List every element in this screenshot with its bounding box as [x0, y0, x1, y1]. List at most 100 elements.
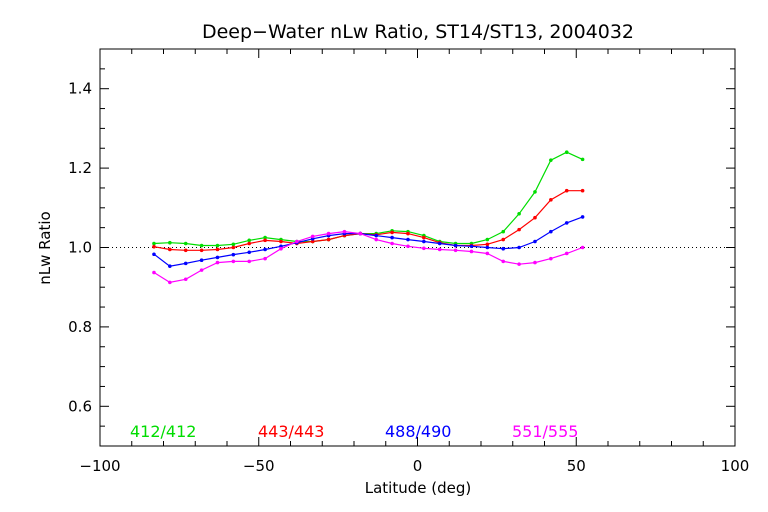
data-point: [168, 280, 172, 285]
data-point: [279, 246, 283, 251]
data-point: [437, 241, 442, 246]
data-point: [564, 251, 569, 256]
data-point: [485, 237, 490, 242]
data-point: [199, 243, 204, 248]
y-axis-label: nLw Ratio: [36, 211, 54, 284]
data-point: [390, 241, 394, 246]
data-point: [517, 245, 521, 250]
data-point: [564, 188, 569, 193]
data-point: [390, 230, 394, 235]
x-tick-label: 50: [567, 457, 586, 475]
data-point: [231, 252, 236, 257]
data-point: [247, 241, 252, 246]
series-line: [153, 216, 583, 267]
data-point: [580, 215, 585, 219]
data-point: [263, 256, 267, 261]
data-point: [326, 237, 331, 242]
tick-labels: −100 −50 0 50 100 0.6 0.8 1.0 1.2 1.4: [68, 80, 749, 475]
data-point: [279, 239, 283, 244]
data-point: [517, 227, 521, 232]
data-point: [183, 277, 188, 282]
data-point: [501, 237, 506, 242]
data-point: [549, 256, 553, 261]
data-point: [517, 211, 521, 216]
data-point: [564, 150, 569, 155]
data-point: [168, 264, 172, 268]
x-tick-label: 0: [413, 457, 423, 475]
data-point: [215, 247, 220, 252]
data-point: [549, 198, 553, 202]
data-point: [152, 270, 156, 275]
legend: 412/412 443/443 488/490 551/555: [130, 422, 578, 441]
data-point: [199, 268, 204, 272]
data-point: [263, 238, 267, 243]
data-point: [580, 245, 585, 250]
x-tick-label: −100: [79, 457, 120, 475]
data-point: [374, 233, 379, 238]
data-point: [406, 231, 410, 236]
data-point: [231, 242, 236, 247]
data-point: [326, 231, 331, 236]
series-group: [152, 150, 585, 285]
series-443-443: [152, 188, 585, 253]
data-point: [469, 244, 474, 249]
data-point: [215, 260, 220, 265]
data-point: [247, 250, 252, 255]
y-tick-label: 1.4: [68, 80, 92, 98]
y-tick-label: 1.2: [68, 159, 92, 177]
data-point: [231, 245, 236, 250]
series-line: [153, 151, 583, 247]
data-point: [168, 247, 172, 252]
data-point: [580, 188, 585, 193]
data-point: [549, 158, 553, 162]
data-point: [152, 241, 156, 246]
data-point: [374, 237, 379, 242]
data-point: [549, 229, 553, 234]
series-line: [153, 230, 583, 284]
data-point: [247, 238, 252, 243]
y-tick-label: 0.6: [68, 397, 92, 415]
legend-443-443: 443/443: [258, 422, 324, 441]
data-point: [485, 251, 490, 256]
data-point: [358, 231, 363, 236]
data-point: [406, 244, 410, 249]
data-point: [517, 262, 521, 266]
data-point: [199, 258, 204, 263]
data-point: [533, 215, 537, 220]
data-point: [422, 239, 426, 244]
data-point: [501, 259, 506, 264]
data-point: [183, 261, 188, 266]
series-551-555: [152, 229, 585, 285]
legend-412-412: 412/412: [130, 422, 196, 441]
data-point: [453, 248, 458, 253]
data-point: [199, 248, 204, 253]
data-point: [422, 246, 426, 251]
data-point: [183, 248, 188, 253]
legend-488-490: 488/490: [385, 422, 451, 441]
data-point: [469, 249, 474, 254]
data-point: [437, 247, 442, 252]
data-point: [501, 246, 506, 251]
series-line: [153, 190, 583, 251]
y-tick-label: 1.0: [68, 239, 92, 257]
data-point: [231, 259, 236, 264]
data-point: [453, 243, 458, 248]
x-tick-label: 100: [721, 457, 750, 475]
data-point: [215, 243, 220, 248]
data-point: [485, 245, 490, 250]
data-point: [168, 240, 172, 245]
data-point: [310, 239, 315, 244]
series-412-412: [152, 150, 585, 248]
data-point: [152, 252, 156, 257]
data-point: [533, 239, 537, 244]
data-point: [533, 190, 537, 194]
x-axis-label: Latitude (deg): [365, 479, 471, 497]
data-point: [533, 260, 537, 265]
data-point: [390, 235, 394, 240]
axis-ticks: [99, 48, 736, 447]
data-point: [342, 229, 347, 234]
data-point: [295, 239, 299, 244]
legend-551-555: 551/555: [512, 422, 578, 441]
data-point: [485, 242, 490, 247]
